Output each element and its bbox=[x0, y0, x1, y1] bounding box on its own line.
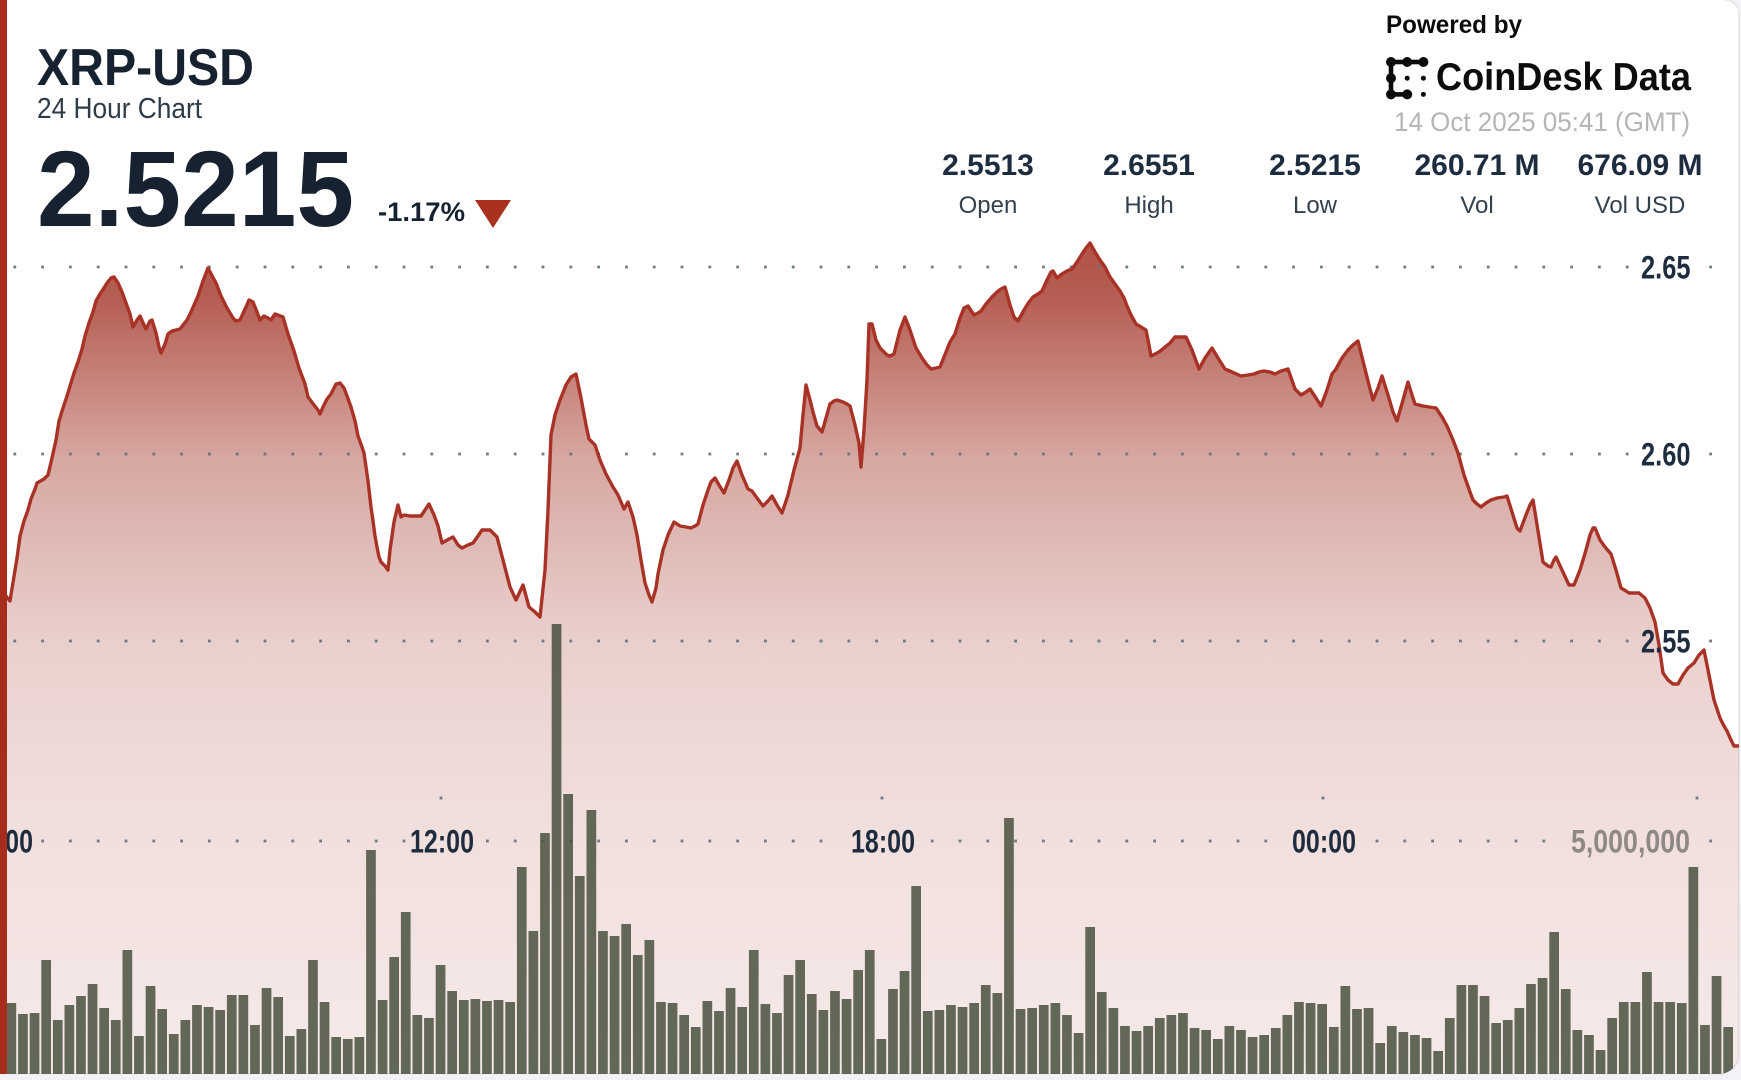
svg-text:5,000,000: 5,000,000 bbox=[1571, 824, 1690, 860]
svg-text:14 Oct 2025 05:41 (GMT): 14 Oct 2025 05:41 (GMT) bbox=[1394, 107, 1690, 137]
svg-text:Low: Low bbox=[1293, 192, 1338, 219]
svg-text:2.6551: 2.6551 bbox=[1103, 149, 1195, 182]
svg-text:-1.17%: -1.17% bbox=[378, 197, 465, 227]
svg-text:2.65: 2.65 bbox=[1641, 250, 1691, 286]
svg-text:18:00: 18:00 bbox=[851, 824, 915, 860]
svg-text:Vol USD: Vol USD bbox=[1595, 192, 1686, 219]
svg-text:24 Hour Chart: 24 Hour Chart bbox=[37, 93, 202, 125]
svg-text:XRP-USD: XRP-USD bbox=[37, 39, 254, 97]
svg-text:12:00: 12:00 bbox=[410, 824, 474, 860]
svg-text:Powered by: Powered by bbox=[1386, 11, 1522, 39]
svg-text:00:00: 00:00 bbox=[1292, 824, 1356, 860]
svg-text:2.5215: 2.5215 bbox=[37, 128, 354, 249]
svg-text:CoinDesk Data: CoinDesk Data bbox=[1436, 56, 1692, 99]
svg-text:260.71 M: 260.71 M bbox=[1414, 149, 1539, 182]
svg-text:High: High bbox=[1124, 192, 1173, 219]
svg-text:Open: Open bbox=[959, 192, 1018, 219]
svg-text:2.5215: 2.5215 bbox=[1269, 149, 1361, 182]
svg-text:676.09 M: 676.09 M bbox=[1577, 149, 1702, 182]
svg-text:Vol: Vol bbox=[1460, 192, 1493, 219]
svg-text:2.5513: 2.5513 bbox=[942, 149, 1034, 182]
svg-text:2.55: 2.55 bbox=[1641, 624, 1691, 660]
svg-text:2.60: 2.60 bbox=[1641, 437, 1691, 473]
